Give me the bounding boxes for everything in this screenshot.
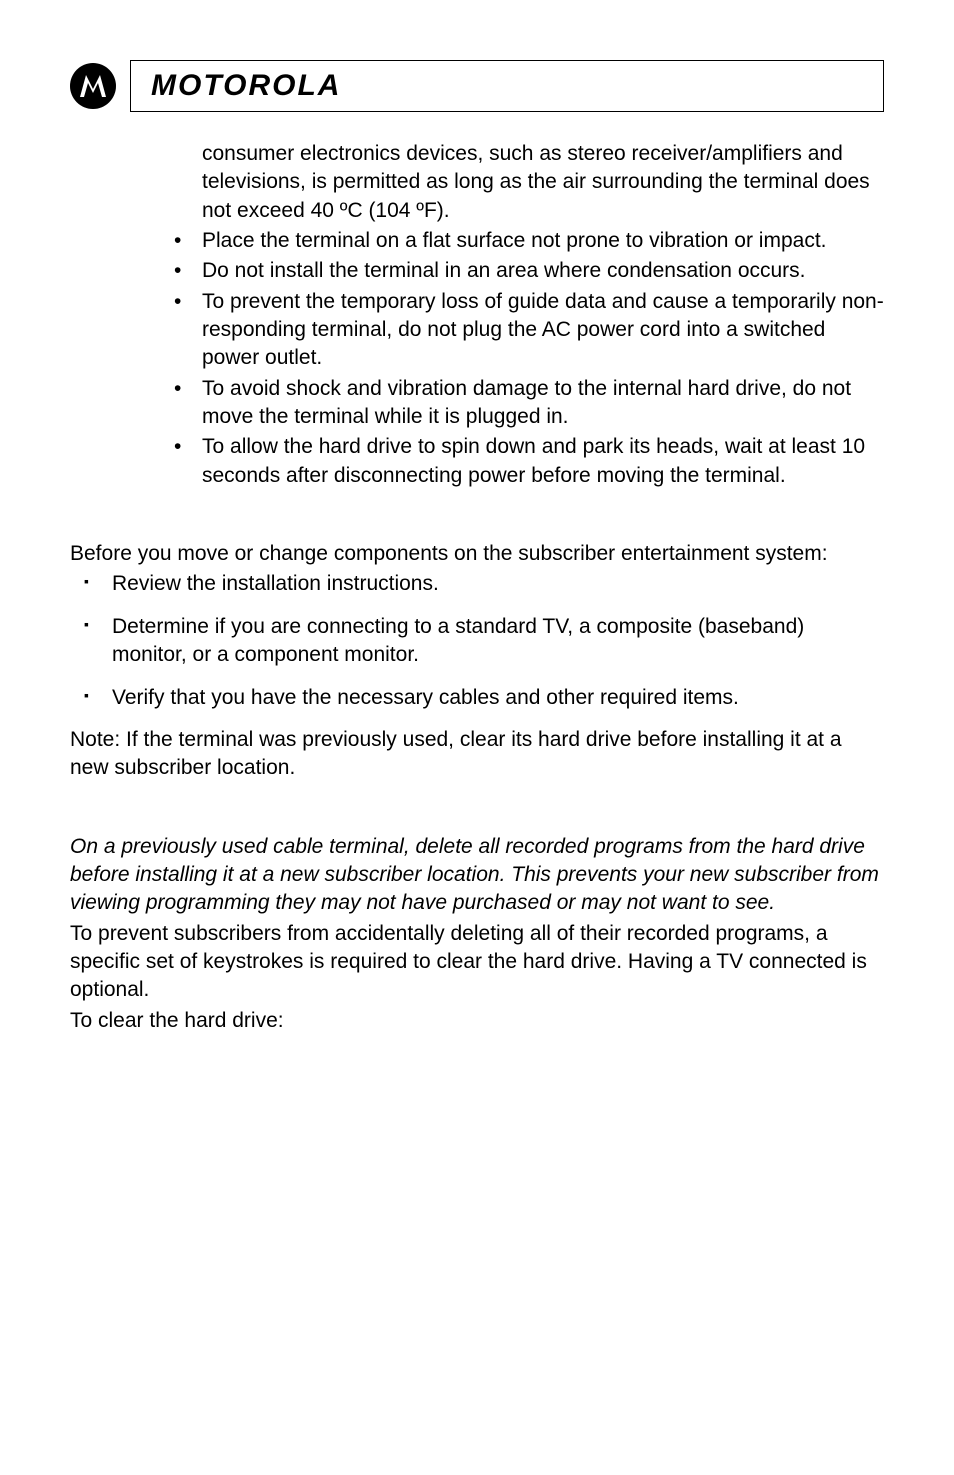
spacer: [70, 492, 884, 540]
italic-paragraph: On a previously used cable terminal, del…: [70, 833, 884, 918]
square-item: Verify that you have the necessary cable…: [70, 684, 884, 712]
before-move-intro: Before you move or change components on …: [70, 540, 884, 568]
top-content-block: consumer electronics devices, such as st…: [70, 140, 884, 490]
continuation-text: consumer electronics devices, such as st…: [160, 140, 884, 225]
bullet-item: To avoid shock and vibration damage to t…: [160, 375, 884, 432]
brand-box: MOTOROLA: [130, 60, 884, 112]
page: MOTOROLA consumer electronics devices, s…: [0, 0, 954, 1097]
bullet-item: Place the terminal on a flat surface not…: [160, 227, 884, 255]
bullet-item: To allow the hard drive to spin down and…: [160, 433, 884, 490]
logo-m-svg: [76, 69, 110, 103]
header: MOTOROLA: [70, 60, 884, 112]
square-item: Determine if you are connecting to a sta…: [70, 613, 884, 670]
bullet-item: To prevent the temporary loss of guide d…: [160, 288, 884, 373]
spacer: [70, 785, 884, 833]
square-list: Review the installation instructions. De…: [70, 570, 884, 711]
bullet-item: Do not install the terminal in an area w…: [160, 257, 884, 285]
bottom-content-block: On a previously used cable terminal, del…: [70, 833, 884, 1035]
mid-content-block: Before you move or change components on …: [70, 540, 884, 782]
square-item: Review the installation instructions.: [70, 570, 884, 598]
prevent-paragraph: To prevent subscribers from accidentally…: [70, 920, 884, 1005]
bullet-list-1: Place the terminal on a flat surface not…: [160, 227, 884, 490]
motorola-logo-icon: [70, 63, 116, 109]
note-text: Note: If the terminal was previously use…: [70, 726, 884, 783]
clear-paragraph: To clear the hard drive:: [70, 1007, 884, 1035]
brand-text: MOTOROLA: [151, 69, 341, 102]
